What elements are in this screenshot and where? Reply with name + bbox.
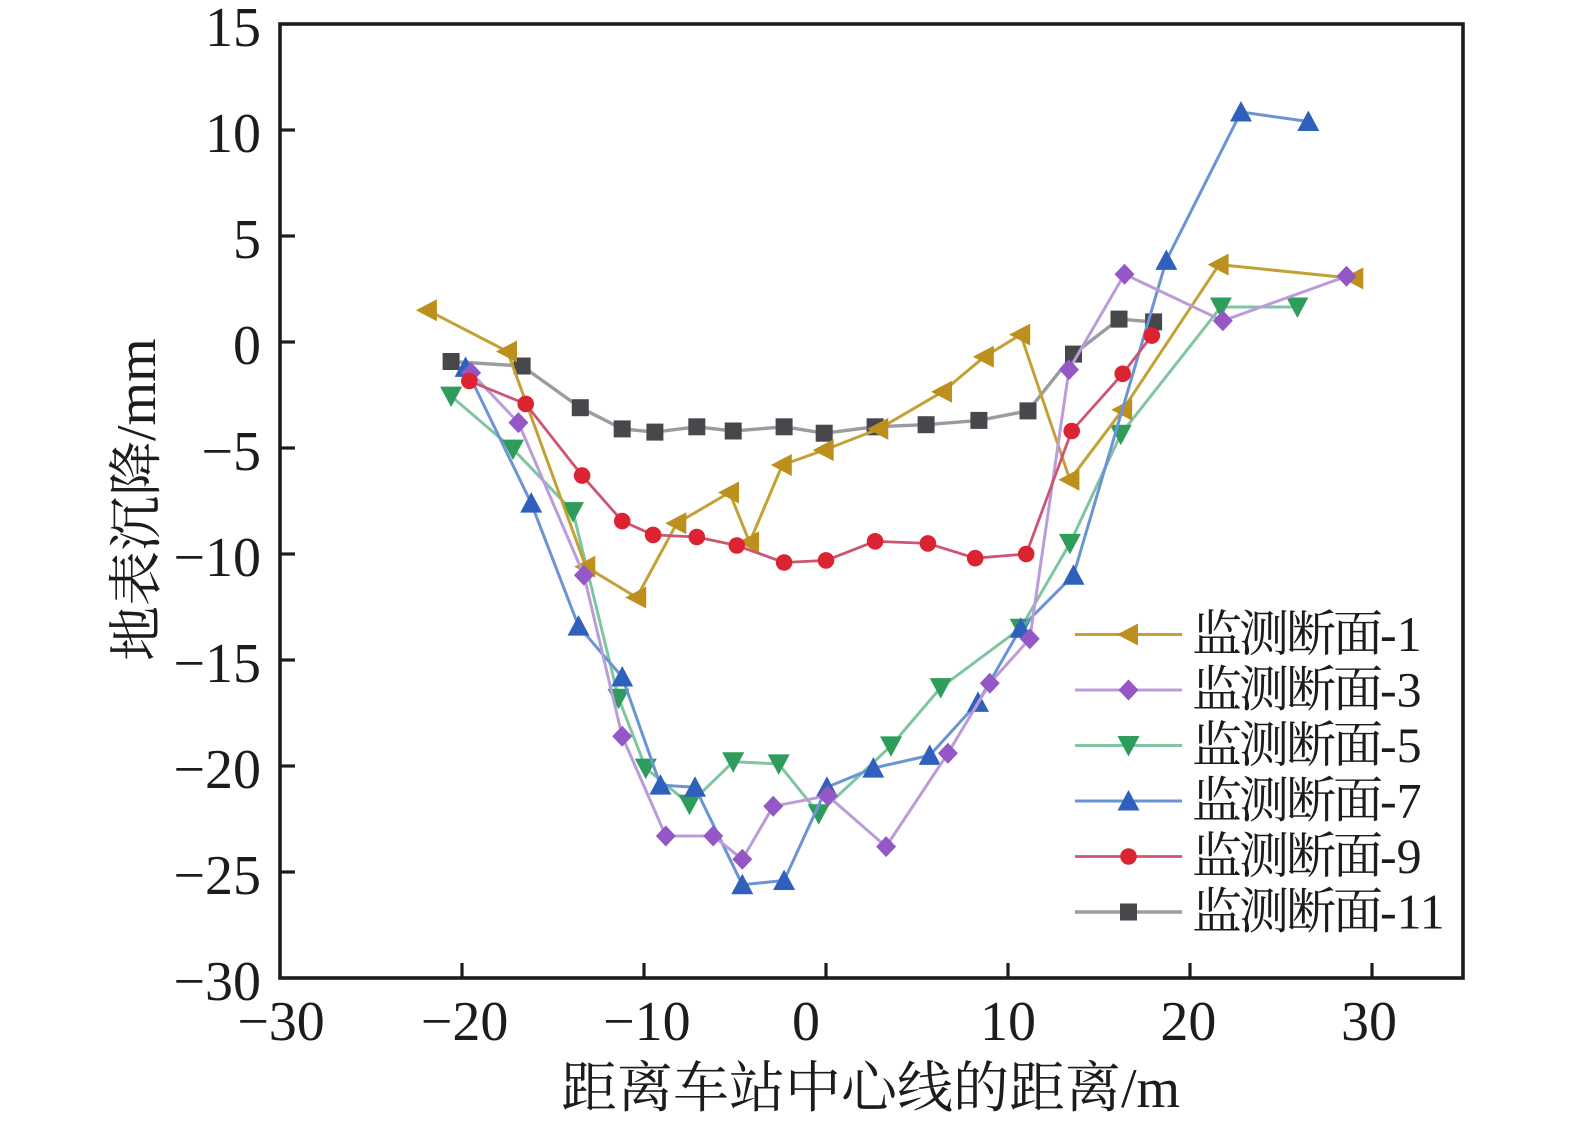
svg-text:−10: −10 — [603, 991, 691, 1053]
svg-text:-1: -1 — [1380, 606, 1422, 662]
svg-text:10: 10 — [980, 991, 1036, 1053]
svg-text:−25: −25 — [173, 845, 261, 907]
svg-text:−30: −30 — [173, 951, 261, 1013]
svg-text:−20: −20 — [173, 739, 261, 801]
svg-text:−30: −30 — [237, 991, 325, 1053]
svg-text:10: 10 — [205, 103, 261, 165]
svg-text:0: 0 — [792, 991, 820, 1053]
svg-text:-5: -5 — [1380, 717, 1422, 773]
svg-text:−15: −15 — [173, 633, 261, 695]
svg-text:-11: -11 — [1380, 884, 1445, 940]
svg-text:−10: −10 — [173, 527, 261, 589]
svg-text:-7: -7 — [1380, 773, 1422, 829]
svg-text:/mm: /mm — [106, 338, 168, 441]
svg-text:30: 30 — [1341, 991, 1397, 1053]
svg-text:−20: −20 — [421, 991, 509, 1053]
svg-text:-9: -9 — [1380, 828, 1422, 884]
svg-text:-3: -3 — [1380, 662, 1422, 718]
svg-text:5: 5 — [233, 209, 261, 271]
svg-text:0: 0 — [233, 315, 261, 377]
svg-text:20: 20 — [1160, 991, 1216, 1053]
svg-text:−5: −5 — [201, 421, 261, 483]
svg-text:/m: /m — [1121, 1058, 1180, 1120]
svg-text:15: 15 — [205, 0, 261, 59]
